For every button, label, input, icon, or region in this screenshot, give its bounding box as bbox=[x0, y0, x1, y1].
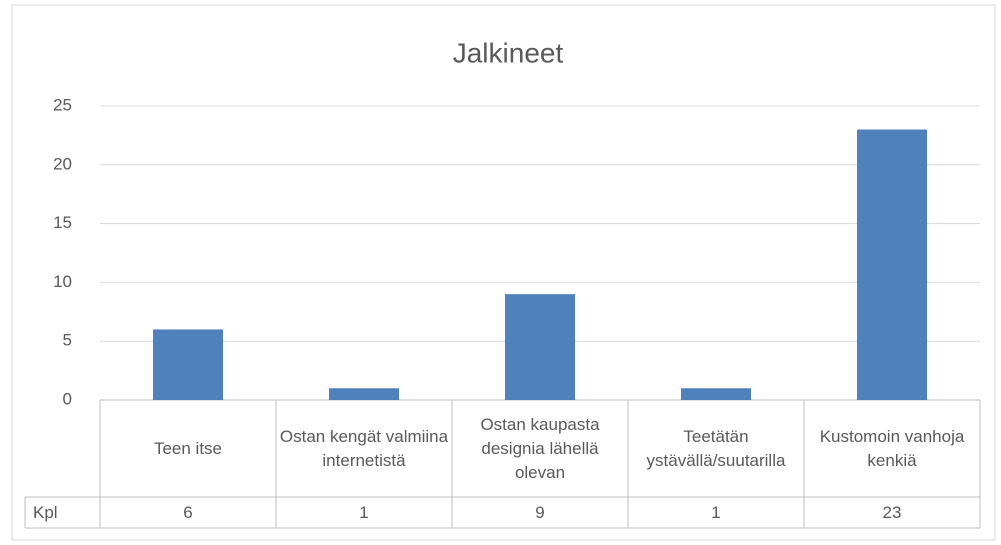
bar bbox=[857, 129, 927, 400]
table-value: 1 bbox=[359, 503, 368, 522]
legend-label: Kpl bbox=[33, 503, 58, 522]
x-tick-label: Kustomoin vanhoja kenkiä bbox=[819, 426, 965, 470]
y-tick-label: 15 bbox=[53, 213, 72, 232]
table-value: 1 bbox=[711, 503, 720, 522]
y-tick-label: 10 bbox=[53, 272, 72, 291]
x-tick-label: Ostan kengät valmiina internetistä bbox=[279, 426, 449, 470]
bar bbox=[505, 294, 575, 400]
table-value: 23 bbox=[883, 503, 902, 522]
y-tick-label: 5 bbox=[63, 331, 72, 350]
x-tick-label: Teetätän ystävällä/suutarilla bbox=[646, 426, 786, 470]
y-tick-label: 25 bbox=[53, 95, 72, 114]
chart-border bbox=[11, 4, 996, 541]
table-value: 9 bbox=[535, 503, 544, 522]
chart-title: Jalkineet bbox=[453, 37, 564, 68]
x-tick-label: Teen itse bbox=[153, 438, 223, 458]
y-tick-label: 0 bbox=[63, 389, 72, 408]
table-value: 6 bbox=[183, 503, 192, 522]
bar bbox=[681, 388, 751, 400]
x-tick-label: Ostan kaupasta designia lähellä olevan bbox=[480, 414, 600, 482]
y-tick-label: 20 bbox=[53, 154, 72, 173]
bar bbox=[153, 329, 223, 400]
bar bbox=[329, 388, 399, 400]
